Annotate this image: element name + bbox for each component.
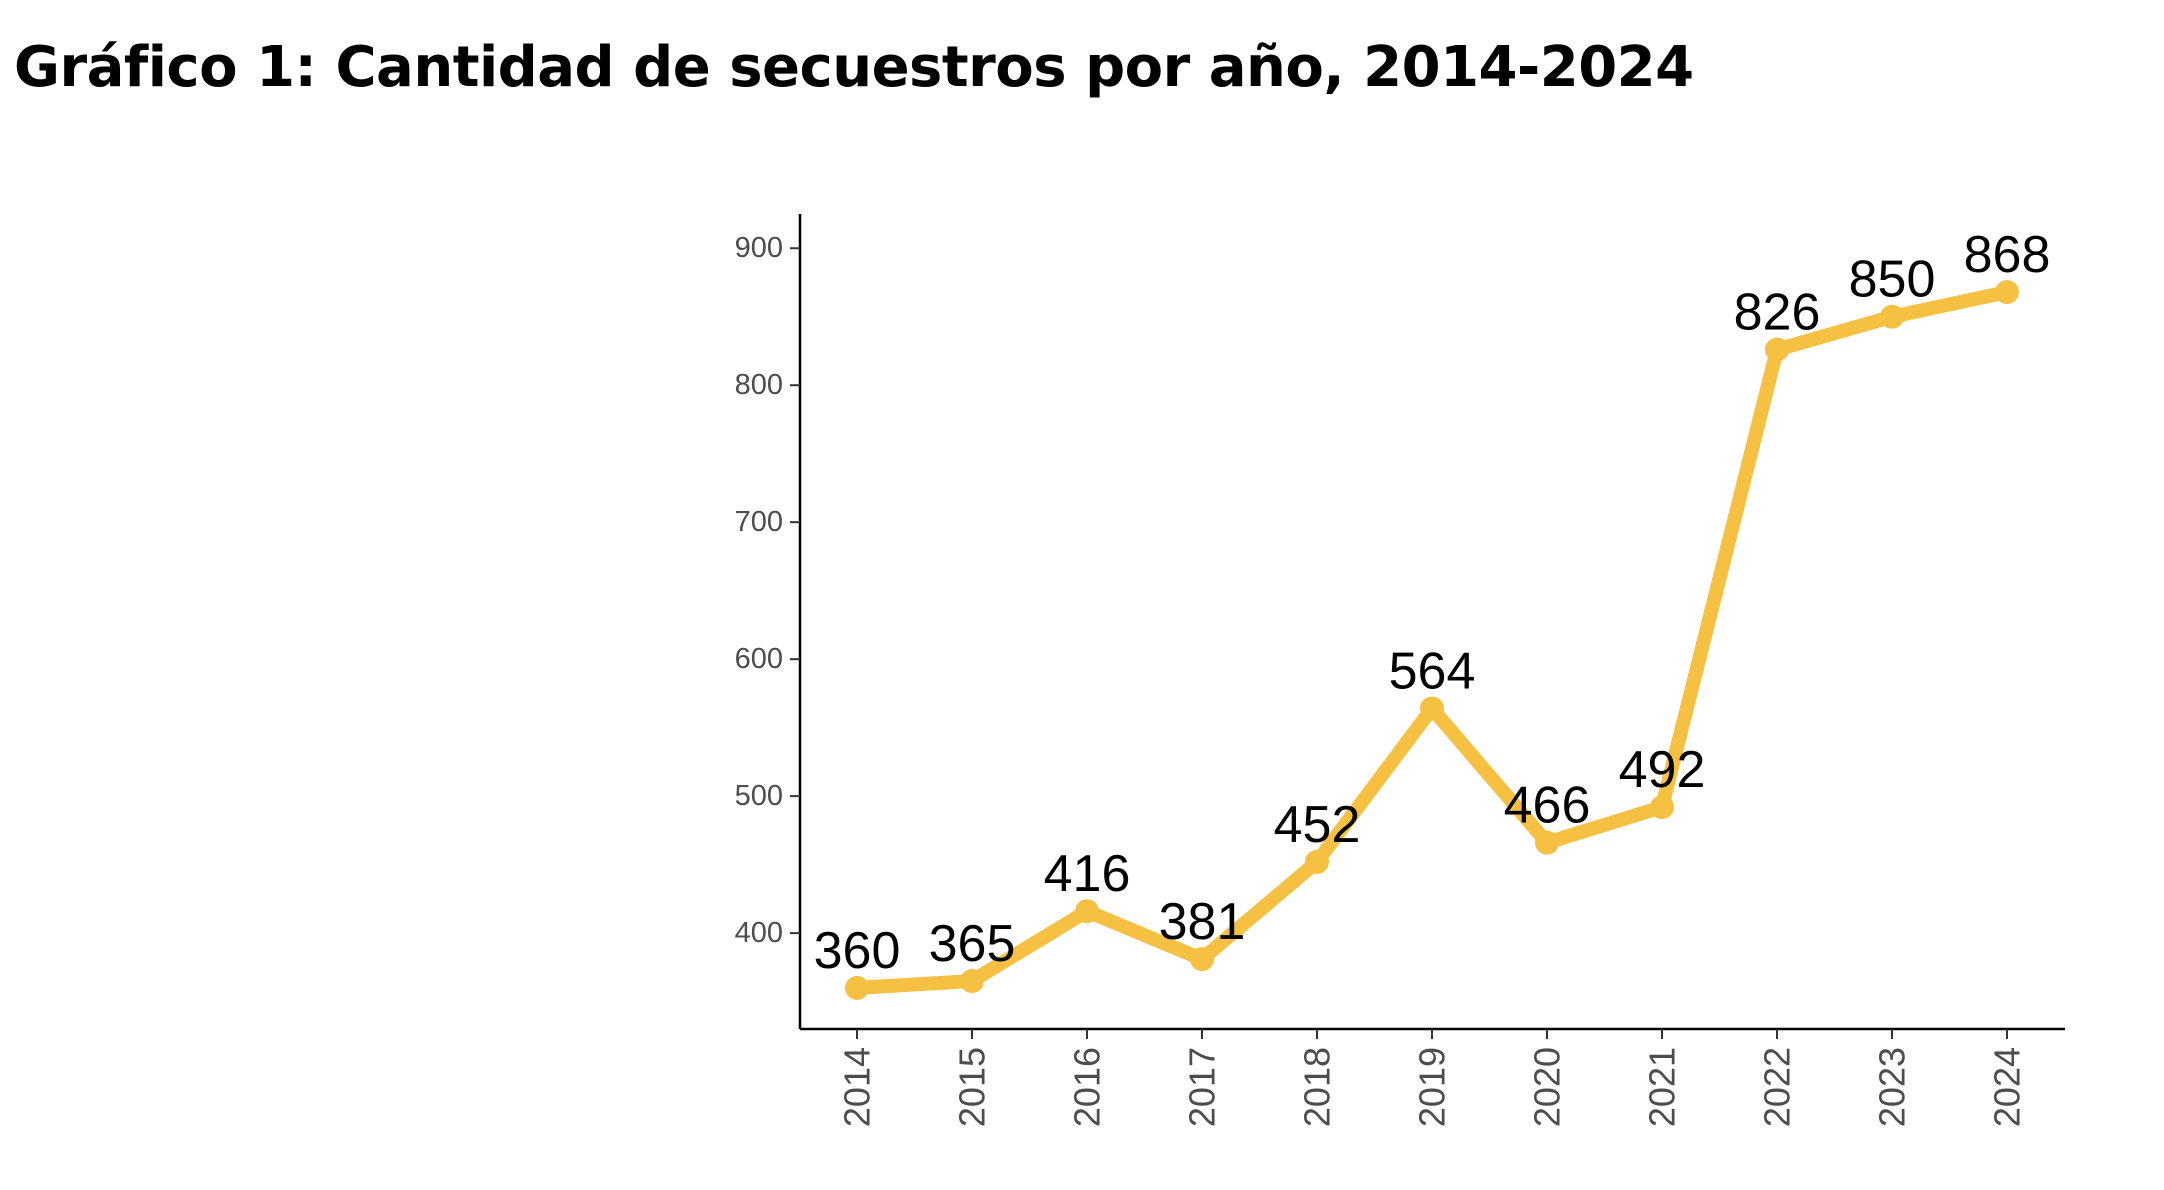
data-label: 868 bbox=[1964, 226, 2051, 284]
x-tick-label: 2020 bbox=[1527, 1047, 1568, 1127]
data-point bbox=[1765, 337, 1789, 362]
x-tick-label: 2016 bbox=[1067, 1047, 1108, 1127]
y-tick-label: 800 bbox=[735, 369, 783, 401]
x-tick-label: 2014 bbox=[837, 1047, 878, 1127]
data-label: 492 bbox=[1619, 741, 1706, 799]
y-tick-label: 600 bbox=[735, 643, 783, 675]
x-tick-label: 2019 bbox=[1412, 1047, 1453, 1127]
data-label: 365 bbox=[929, 915, 1016, 973]
y-tick-label: 700 bbox=[735, 506, 783, 538]
chart-ticks: 400 500 600 700 800 900 2014 2015 2016 2017 2018 20… bbox=[735, 232, 2028, 1127]
data-label: 466 bbox=[1504, 777, 1591, 835]
page-title: Gráfico 1: Cantidad de secuestros por añ… bbox=[14, 35, 1694, 100]
data-point bbox=[845, 975, 869, 1000]
data-point bbox=[960, 969, 984, 994]
chart-data-labels: 360 365 416 381 452 564 466 492 826 850 868 bbox=[814, 226, 2051, 980]
data-point bbox=[1650, 795, 1674, 820]
data-label: 416 bbox=[1044, 845, 1131, 903]
series-line bbox=[850, 285, 2014, 995]
chart-series bbox=[845, 280, 2019, 1000]
data-label: 850 bbox=[1849, 251, 1936, 309]
data-point bbox=[1305, 849, 1329, 874]
data-point bbox=[1190, 947, 1214, 972]
data-label: 360 bbox=[814, 922, 901, 980]
data-label: 381 bbox=[1159, 893, 1246, 951]
data-point bbox=[1995, 280, 2019, 305]
x-tick-label: 2023 bbox=[1872, 1047, 1913, 1127]
y-tick-label: 400 bbox=[735, 917, 783, 949]
data-label: 826 bbox=[1734, 284, 1821, 342]
data-point bbox=[1880, 304, 1904, 329]
x-tick-label: 2024 bbox=[1987, 1047, 2028, 1127]
data-point bbox=[1420, 696, 1444, 721]
x-tick-label: 2018 bbox=[1297, 1047, 1338, 1127]
y-tick-label: 500 bbox=[735, 780, 783, 812]
y-tick-label: 900 bbox=[735, 232, 783, 264]
x-tick-label: 2022 bbox=[1757, 1047, 1798, 1127]
data-label: 564 bbox=[1389, 642, 1476, 700]
x-tick-label: 2021 bbox=[1642, 1047, 1683, 1127]
data-label: 452 bbox=[1274, 796, 1361, 854]
chart-axes bbox=[798, 214, 2065, 1031]
x-tick-label: 2015 bbox=[952, 1047, 993, 1127]
data-point bbox=[1075, 899, 1099, 924]
data-point bbox=[1535, 830, 1559, 855]
x-tick-label: 2017 bbox=[1182, 1047, 1223, 1127]
